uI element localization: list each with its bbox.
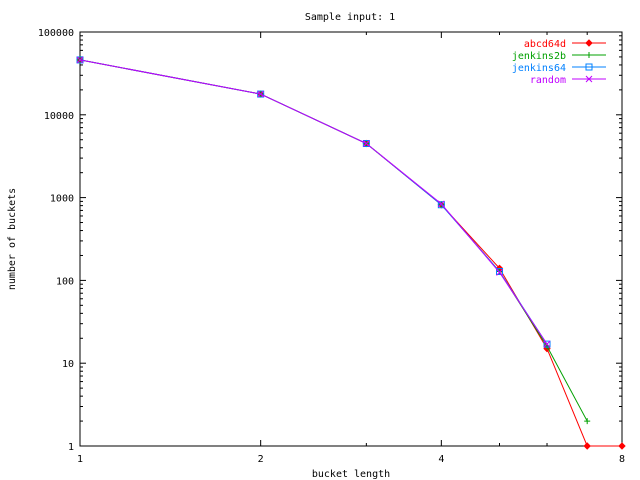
legend-marker-jenkins2b	[586, 52, 592, 58]
y-axis-label: number of buckets	[7, 188, 18, 290]
series-abcd64d	[76, 56, 626, 450]
data-point-jenkins64	[76, 56, 84, 64]
x-axis-label: bucket length	[312, 469, 390, 480]
y-tick-label: 100	[56, 276, 74, 287]
data-point-abcd64d	[618, 442, 626, 450]
series-line-random	[79, 59, 548, 345]
data-point-random	[437, 200, 445, 208]
x-tick-label: 1	[77, 454, 83, 465]
data-point-random	[257, 90, 265, 98]
data-point-jenkins64	[437, 201, 445, 209]
y-tick-label: 10000	[44, 111, 74, 122]
x-tick-label: 4	[438, 454, 444, 465]
legend-label-jenkins64: jenkins64	[512, 63, 566, 74]
data-point-random	[496, 269, 503, 276]
legend-marker-jenkins64	[585, 63, 593, 71]
chart-title: Sample input: 1	[305, 12, 395, 23]
series-line-jenkins2b	[79, 59, 588, 422]
axes: 1 10 100 1000 10000 100000 1 2 4 8	[38, 28, 625, 465]
x-tick-label: 8	[619, 454, 625, 465]
data-point-jenkins64	[362, 140, 370, 148]
series-layer	[76, 56, 626, 450]
y-tick-label: 10	[62, 359, 74, 370]
data-point-jenkins64	[495, 268, 503, 276]
x-tick-label: 2	[258, 454, 264, 465]
series-jenkins64	[76, 56, 551, 348]
data-point-jenkins2b	[584, 418, 591, 425]
legend-label-abcd64d: abcd64d	[524, 39, 566, 50]
plot-frame	[79, 31, 623, 447]
data-point-random	[362, 140, 370, 147]
series-jenkins2b	[77, 56, 591, 425]
data-point-abcd64d	[583, 442, 591, 450]
y-tick-label: 1	[68, 442, 74, 453]
y-tick-label: 100000	[38, 28, 74, 39]
legend-marker-abcd64d	[585, 39, 593, 47]
legend-label-jenkins2b: jenkins2b	[512, 51, 566, 62]
data-point-jenkins64	[543, 340, 551, 348]
data-point-random	[76, 56, 84, 64]
legend-marker-random	[585, 75, 593, 83]
series-line-jenkins64	[79, 59, 548, 345]
y-tick-label: 1000	[50, 194, 74, 205]
series-random	[76, 56, 551, 348]
data-point-jenkins64	[257, 90, 265, 98]
data-point-random	[543, 340, 551, 348]
series-line-abcd64d	[79, 59, 622, 447]
legend-label-random: random	[530, 75, 566, 86]
